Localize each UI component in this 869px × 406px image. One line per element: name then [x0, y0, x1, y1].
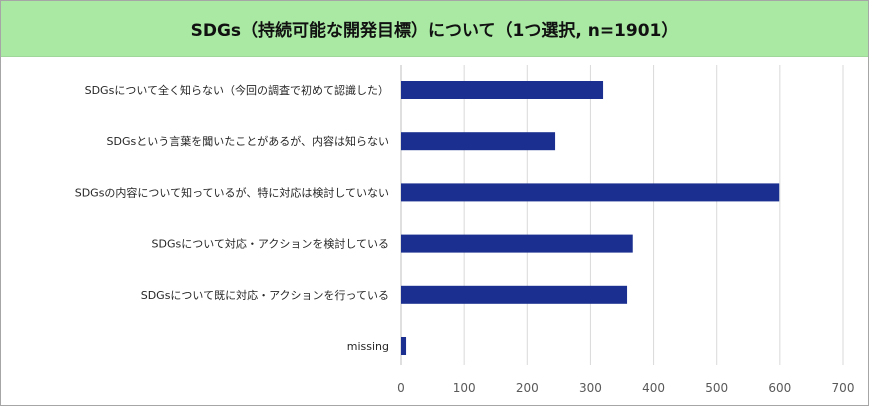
category-label: SDGsについて既に対応・アクションを行っている	[141, 288, 389, 302]
x-tick-label: 200	[516, 381, 539, 395]
bar	[401, 337, 407, 355]
category-label: SDGsという言葉を聞いたことがあるが、内容は知らない	[107, 134, 390, 148]
bar	[401, 285, 628, 304]
bar	[401, 132, 556, 151]
bar	[401, 234, 633, 253]
category-label: SDGsについて対応・アクションを検討している	[152, 237, 390, 251]
bar	[401, 81, 604, 99]
category-label: SDGsの内容について知っているが、特に対応は検討していない	[75, 185, 389, 199]
x-tick-label: 400	[642, 381, 665, 395]
x-tick-label: 0	[397, 381, 405, 395]
bars	[401, 81, 780, 355]
title-bar: SDGs（持続可能な開発目標）について（1つ選択, n=1901）	[1, 1, 868, 57]
x-tick-label: 500	[705, 381, 728, 395]
x-tick-label: 600	[768, 381, 791, 395]
x-tick-label: 100	[453, 381, 476, 395]
chart-title: SDGs（持続可能な開発目標）について（1つ選択, n=1901）	[190, 21, 679, 41]
gridlines	[400, 65, 844, 365]
category-label: missing	[347, 340, 389, 353]
category-labels: SDGsについて全く知らない（今回の調査で初めて認識した） SDGsという言葉を聞…	[75, 83, 389, 353]
x-tick-label: 300	[579, 381, 602, 395]
bar	[401, 183, 780, 202]
category-label: SDGsについて全く知らない（今回の調査で初めて認識した）	[85, 83, 389, 97]
x-tick-label: 700	[832, 381, 855, 395]
x-tick-labels: 0 100 200 300 400 500 600 700	[397, 381, 854, 395]
